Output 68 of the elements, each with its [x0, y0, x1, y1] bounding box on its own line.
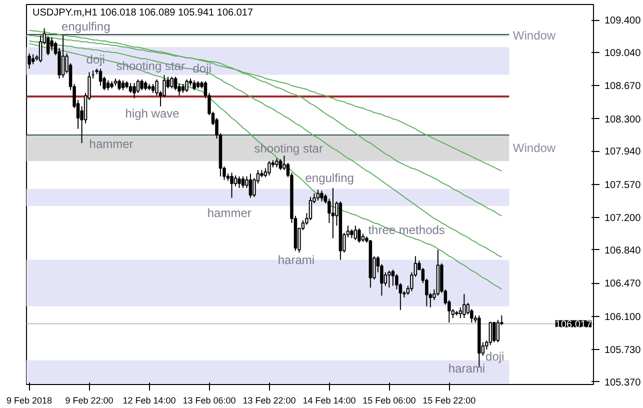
y-tick-label: 109.040 [604, 48, 642, 60]
candlestick [121, 80, 125, 91]
annotation: engulfing [62, 19, 110, 34]
y-tick-label: 107.940 [604, 146, 642, 158]
band-label: Window [512, 141, 556, 156]
x-tick-label: 9 Feb 2018 [6, 396, 52, 406]
candlestick [98, 68, 102, 86]
x-tick-label: 13 Feb 22:00 [242, 396, 296, 406]
candlestick [496, 319, 500, 343]
y-tick-label: 109.400 [604, 16, 642, 27]
candlestick [118, 78, 121, 91]
candlestick [61, 34, 65, 78]
candlestick [132, 82, 136, 99]
x-tick-label: 9 Feb 22:00 [65, 396, 114, 406]
y-tick-label: 107.200 [604, 213, 642, 224]
candlestick [278, 158, 282, 171]
annotation: engulfing [305, 171, 354, 186]
band-label: Window [512, 28, 556, 42]
candlestick [308, 196, 312, 221]
candlestick [170, 76, 174, 89]
annotation: doji [486, 350, 504, 364]
annotation: three methods [368, 223, 445, 238]
y-tick-label: 106.100 [604, 312, 642, 323]
y-tick-label: 108.300 [604, 114, 642, 126]
annotation: hammer [207, 206, 252, 220]
candlestick [462, 293, 466, 319]
chart-title: USDJPY.m,H1 106.018 106.089 105.941 106.017 [32, 8, 254, 18]
candlestick [185, 78, 188, 92]
candlestick [388, 270, 391, 288]
annotation: harami [448, 361, 486, 376]
candlestick [106, 80, 110, 91]
candlestick [458, 306, 462, 319]
candlestick [320, 190, 324, 202]
candlestick [354, 225, 358, 241]
candlestick [241, 176, 245, 188]
y-tick-label: 106.470 [604, 278, 642, 290]
y-tick-label: 105.730 [604, 345, 642, 356]
candlestick [31, 54, 35, 65]
candlestick [192, 80, 196, 91]
x-tick-label: 14 Feb 14:00 [302, 396, 356, 406]
annotation: high wave [125, 106, 180, 121]
candlestick [248, 173, 252, 198]
y-tick-label: 107.570 [604, 180, 642, 191]
x-tick-label: 12 Feb 14:00 [122, 396, 176, 406]
candlestick [492, 321, 496, 343]
candlestick [128, 82, 132, 94]
ref-line-label: 106.017 [555, 319, 592, 330]
candlestick [140, 78, 144, 91]
annotation: hammer [89, 137, 134, 152]
candlestick [268, 160, 271, 176]
candlestick [316, 189, 320, 202]
y-tick-label: 108.670 [604, 81, 642, 92]
candlestick [234, 174, 238, 187]
candlestick [358, 228, 361, 244]
x-tick-label: 13 Feb 06:00 [182, 396, 236, 406]
y-tick-label: 105.370 [604, 377, 642, 388]
candlestick [331, 187, 335, 239]
candlestick [174, 76, 178, 91]
x-tick-label: 15 Feb 06:00 [362, 396, 416, 406]
candlestick [238, 176, 241, 188]
annotation: harami [278, 252, 315, 267]
candlestick [38, 34, 42, 63]
x-tick-label: 15 Feb 22:00 [422, 396, 476, 406]
candlestick [391, 269, 395, 286]
candlestick [488, 321, 492, 346]
candlestick [230, 172, 234, 198]
y-tick-label: 106.840 [604, 245, 642, 256]
candlestick [50, 36, 54, 52]
